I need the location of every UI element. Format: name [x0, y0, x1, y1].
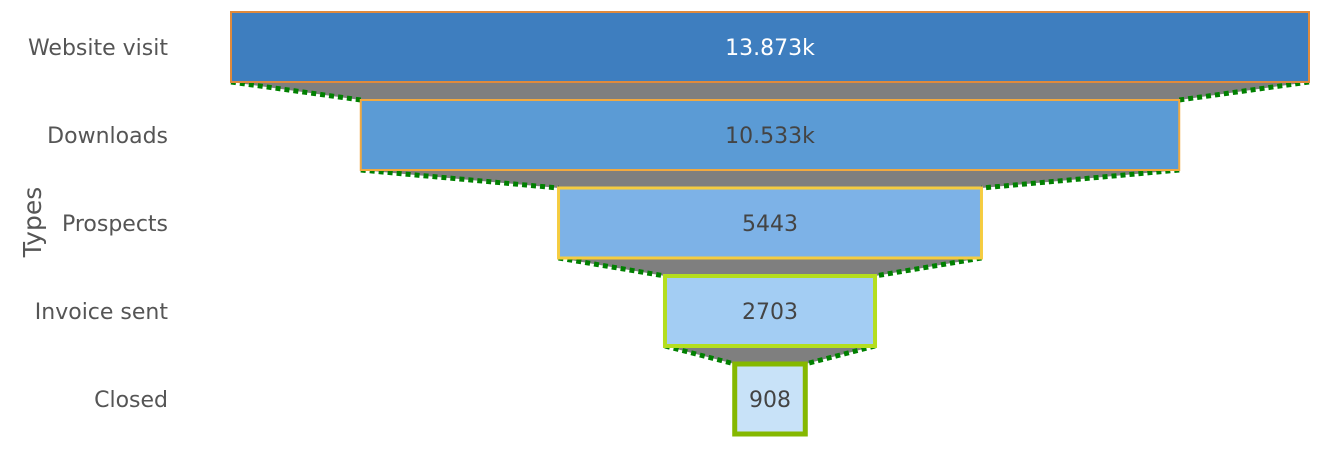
funnel-bar-prospects[interactable] — [557, 186, 983, 260]
funnel-bar-invoice-sent[interactable] — [662, 274, 878, 348]
value-label-closed: 908 — [749, 388, 791, 413]
connector-prospects-to-invoice-sent — [558, 258, 982, 276]
connector-right-line-1 — [1178, 79, 1310, 103]
connector-right-line-4 — [804, 343, 876, 367]
category-label-downloads: Downloads — [47, 124, 168, 149]
connector-invoice-sent-to-closed — [664, 346, 876, 364]
value-label-prospects: 5443 — [742, 212, 798, 237]
bars-layer — [230, 11, 1310, 437]
connector-left-line-4 — [664, 343, 736, 367]
funnel-bar-website-visit[interactable] — [230, 11, 1310, 83]
funnel-bar-downloads[interactable] — [359, 99, 1181, 171]
y-axis-title: Types — [18, 187, 47, 258]
connectors-layer — [230, 79, 1310, 367]
connector-left-line-2 — [360, 167, 559, 191]
category-label-closed: Closed — [94, 388, 168, 413]
connector-left-line-1 — [230, 79, 362, 103]
value-label-website-visit: 13.873k — [725, 36, 815, 61]
connector-right-line-2 — [981, 167, 1180, 191]
connector-downloads-to-prospects — [360, 170, 1180, 188]
funnel-bar-closed[interactable] — [732, 361, 808, 437]
category-label-prospects: Prospects — [62, 212, 168, 237]
labels-layer: 13.873k 10.533k 5443 2703 908 Website visit Do… — [28, 36, 815, 413]
category-label-invoice-sent: Invoice sent — [35, 300, 169, 325]
connector-website-visit-to-downloads — [231, 82, 1309, 100]
value-label-invoice-sent: 2703 — [742, 300, 798, 325]
category-label-website-visit: Website visit — [28, 36, 168, 61]
value-label-downloads: 10.533k — [725, 124, 815, 149]
